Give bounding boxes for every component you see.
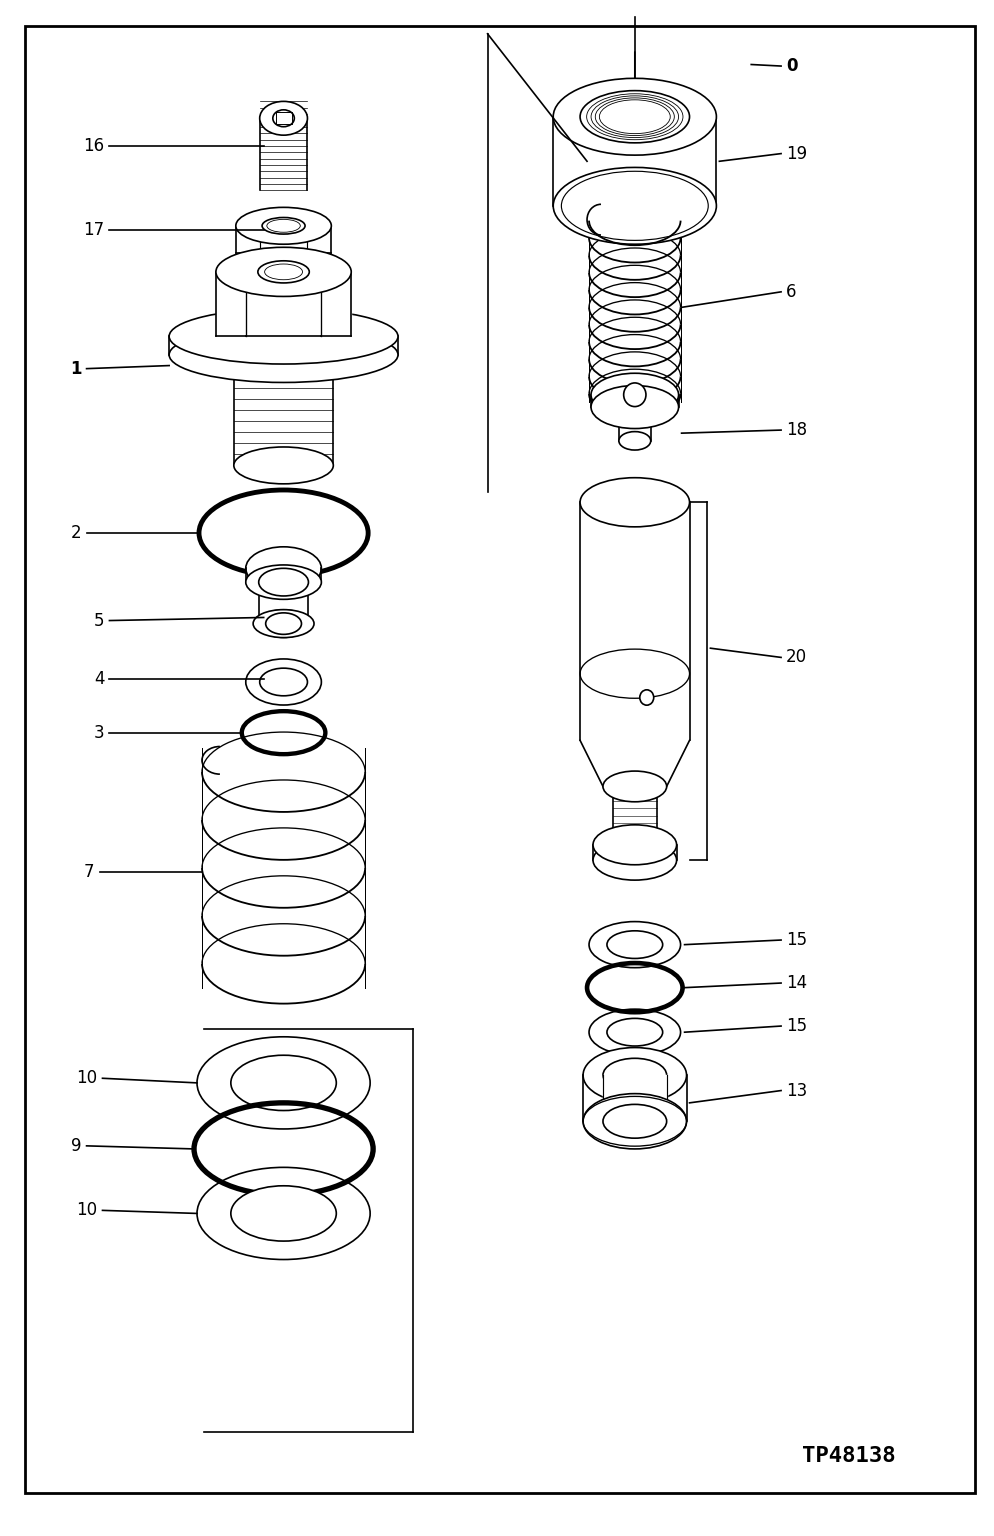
Ellipse shape: [588, 922, 680, 968]
Text: 0: 0: [785, 57, 797, 75]
Text: 17: 17: [83, 221, 104, 240]
Text: 18: 18: [785, 421, 806, 439]
Ellipse shape: [259, 101, 307, 135]
Text: 14: 14: [785, 974, 806, 992]
Ellipse shape: [588, 1009, 680, 1055]
Ellipse shape: [236, 207, 331, 244]
Polygon shape: [602, 1075, 666, 1121]
Ellipse shape: [216, 247, 351, 296]
Ellipse shape: [197, 1037, 370, 1129]
Ellipse shape: [618, 432, 650, 450]
Text: 15: 15: [785, 931, 806, 949]
Ellipse shape: [553, 78, 716, 155]
Ellipse shape: [246, 659, 321, 705]
Ellipse shape: [169, 309, 398, 364]
Ellipse shape: [252, 610, 314, 637]
Ellipse shape: [582, 1094, 686, 1149]
Ellipse shape: [606, 931, 662, 958]
Text: 10: 10: [77, 1201, 97, 1220]
Ellipse shape: [197, 1167, 370, 1260]
Ellipse shape: [590, 386, 678, 429]
Ellipse shape: [234, 447, 333, 484]
Ellipse shape: [261, 218, 305, 233]
Polygon shape: [590, 395, 678, 407]
Text: 3: 3: [93, 723, 104, 742]
Ellipse shape: [264, 264, 302, 280]
Text: 7: 7: [83, 863, 94, 882]
Polygon shape: [234, 355, 333, 465]
Text: 13: 13: [785, 1081, 806, 1100]
Ellipse shape: [592, 825, 676, 865]
Text: 19: 19: [785, 144, 806, 163]
Polygon shape: [169, 336, 398, 355]
Ellipse shape: [602, 1058, 666, 1092]
Ellipse shape: [246, 565, 321, 599]
Polygon shape: [618, 407, 650, 441]
Ellipse shape: [231, 1186, 336, 1241]
Text: 4: 4: [93, 670, 104, 688]
Polygon shape: [246, 568, 321, 582]
Text: 20: 20: [785, 648, 806, 667]
Ellipse shape: [592, 840, 676, 880]
Ellipse shape: [231, 1055, 336, 1111]
Ellipse shape: [258, 610, 308, 637]
Ellipse shape: [258, 568, 308, 596]
Text: 6: 6: [785, 283, 796, 301]
Polygon shape: [580, 502, 689, 740]
Ellipse shape: [259, 668, 307, 696]
Ellipse shape: [580, 478, 689, 527]
Polygon shape: [216, 272, 351, 336]
FancyBboxPatch shape: [25, 26, 974, 1493]
Ellipse shape: [582, 1048, 686, 1103]
Text: 9: 9: [71, 1137, 82, 1155]
Ellipse shape: [266, 220, 300, 232]
Ellipse shape: [246, 547, 321, 590]
Ellipse shape: [602, 771, 666, 802]
Ellipse shape: [590, 373, 678, 416]
Polygon shape: [259, 118, 307, 190]
Text: 16: 16: [83, 137, 104, 155]
Polygon shape: [592, 845, 676, 860]
Text: 15: 15: [785, 1017, 806, 1035]
Polygon shape: [258, 596, 308, 624]
Polygon shape: [580, 740, 689, 786]
Text: 5: 5: [93, 611, 104, 630]
Ellipse shape: [272, 109, 294, 127]
Ellipse shape: [553, 167, 716, 244]
Text: 1: 1: [70, 359, 82, 378]
Ellipse shape: [169, 327, 398, 382]
Ellipse shape: [580, 91, 689, 143]
Ellipse shape: [623, 382, 645, 407]
Ellipse shape: [602, 1104, 666, 1138]
Ellipse shape: [606, 1018, 662, 1046]
Ellipse shape: [265, 613, 301, 634]
Text: 2: 2: [71, 524, 82, 542]
Text: TP48138: TP48138: [801, 1445, 895, 1467]
Ellipse shape: [257, 261, 309, 283]
Polygon shape: [553, 117, 716, 206]
Text: 10: 10: [77, 1069, 97, 1087]
Polygon shape: [236, 226, 331, 253]
Polygon shape: [582, 1075, 686, 1121]
Polygon shape: [612, 786, 656, 845]
Ellipse shape: [639, 690, 653, 705]
